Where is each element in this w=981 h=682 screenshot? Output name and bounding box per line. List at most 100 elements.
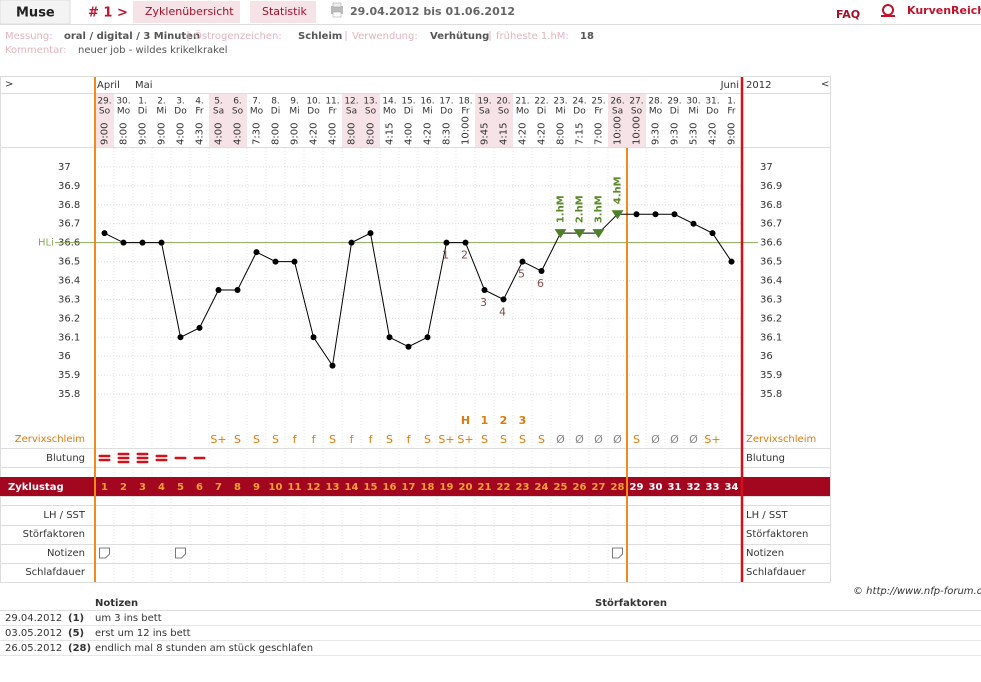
weekend-bg bbox=[494, 94, 513, 147]
note-icon bbox=[612, 547, 623, 559]
year: 2012 bbox=[746, 80, 771, 91]
cycle-day: 1 bbox=[101, 482, 108, 493]
note-icon bbox=[175, 547, 186, 559]
temperature-point bbox=[272, 258, 279, 265]
mucus: f bbox=[369, 433, 374, 446]
time: 9:00 bbox=[290, 123, 301, 145]
row-label-right: LH / SST bbox=[746, 510, 789, 521]
date: 12. bbox=[344, 97, 358, 107]
info-label: Messung: bbox=[5, 31, 53, 42]
y-tick-label: 36.3 bbox=[58, 294, 80, 305]
time: 8:00 bbox=[556, 123, 567, 145]
time: 9:00 bbox=[727, 123, 738, 145]
date: 7. bbox=[252, 97, 261, 107]
tab-bg bbox=[250, 1, 316, 23]
note-day: (5) bbox=[68, 628, 84, 639]
peak-label: 2 bbox=[500, 414, 508, 427]
time: 8:30 bbox=[442, 123, 453, 145]
weekday: Di bbox=[404, 107, 413, 117]
cycle-day: 18 bbox=[421, 482, 435, 493]
time: 9:30 bbox=[651, 123, 662, 145]
date: 14. bbox=[382, 97, 396, 107]
y-tick-label: 36.4 bbox=[58, 276, 80, 287]
tab-bg bbox=[133, 1, 240, 23]
y-tick-label-right: 36.5 bbox=[760, 257, 782, 268]
mucus: S bbox=[481, 433, 488, 446]
y-tick-label-right: 36.3 bbox=[760, 294, 782, 305]
cycle-day: 31 bbox=[668, 482, 682, 493]
tab[interactable]: Statistik bbox=[262, 5, 308, 18]
low-label: 2 bbox=[461, 249, 468, 262]
y-tick-label: 36.1 bbox=[58, 332, 80, 343]
date: 31. bbox=[705, 97, 719, 107]
mucus: S+ bbox=[210, 433, 226, 446]
temperature-point bbox=[652, 211, 659, 218]
cycle-day: 22 bbox=[497, 482, 511, 493]
note-date: 03.05.2012 bbox=[5, 628, 62, 639]
temperature-point bbox=[101, 230, 108, 237]
temperature-line bbox=[104, 213, 732, 368]
info: Messung: oral / digital / 3 MinutenÖstrog… bbox=[5, 29, 594, 42]
y-tick-label-right: 36.4 bbox=[760, 276, 782, 287]
mucus: Ø bbox=[575, 433, 584, 446]
date: 1. bbox=[138, 97, 147, 107]
date: 19. bbox=[477, 97, 491, 107]
nav[interactable]: > bbox=[5, 79, 13, 90]
temperature-point bbox=[329, 362, 336, 369]
date: 15. bbox=[401, 97, 415, 107]
temperature-point bbox=[671, 211, 678, 218]
notes-table: Notizen Störfaktoren 29.04.2012 (1) um 3 ins… bbox=[0, 598, 981, 656]
row-label: Schlafdauer bbox=[25, 567, 86, 578]
weekday: Do bbox=[573, 107, 586, 117]
weekend-bg bbox=[608, 94, 627, 147]
mucus: Ø bbox=[651, 433, 660, 446]
y-tick-label-right: 36.9 bbox=[760, 181, 782, 192]
date: 11. bbox=[325, 97, 339, 107]
temperature-point bbox=[291, 258, 298, 265]
time: 4:15 bbox=[385, 123, 396, 145]
temperature-point bbox=[234, 286, 241, 293]
printer-icon[interactable] bbox=[331, 2, 343, 18]
time: 4:20 bbox=[309, 123, 320, 145]
y-tick-label: 36.5 bbox=[58, 257, 80, 268]
time: 4:00 bbox=[176, 123, 187, 145]
user-box bbox=[0, 0, 71, 25]
time: 8:00 bbox=[347, 123, 358, 145]
y-tick-label-right: 36.6 bbox=[760, 238, 782, 249]
row-label: Blutung bbox=[46, 453, 85, 464]
note-icon bbox=[99, 547, 110, 559]
weekday: So bbox=[631, 107, 643, 117]
brand[interactable]: KurvenReich bbox=[907, 4, 981, 17]
cycle-day: 6 bbox=[196, 482, 203, 493]
time: 8:00 bbox=[271, 123, 282, 145]
date: 25. bbox=[591, 97, 605, 107]
temperature-point bbox=[481, 286, 488, 293]
cycle-nav[interactable]: # 1 > bbox=[88, 6, 128, 21]
date: 6. bbox=[233, 97, 242, 107]
high-marker bbox=[592, 229, 605, 239]
cycle-day: 21 bbox=[478, 482, 492, 493]
high-marker bbox=[611, 210, 624, 220]
weekday: Mi bbox=[555, 107, 565, 117]
y-tick-label-right: 35.9 bbox=[760, 370, 782, 381]
date: 29. bbox=[667, 97, 681, 107]
date-range: 29.04.2012 bis 01.06.2012 bbox=[350, 5, 515, 18]
weekday: Do bbox=[174, 107, 187, 117]
tab[interactable]: Zyklenübersicht bbox=[145, 5, 234, 18]
notes-header: Notizen bbox=[95, 598, 138, 609]
temperature-point bbox=[310, 334, 317, 341]
weekday: Di bbox=[670, 107, 679, 117]
temperature-point bbox=[120, 239, 127, 246]
y-tick-label: 36 bbox=[58, 351, 71, 362]
high-label: 1.hM bbox=[556, 195, 567, 223]
cycle-day: 5 bbox=[177, 482, 184, 493]
note-date: 29.04.2012 bbox=[5, 613, 62, 624]
faq[interactable]: FAQ bbox=[836, 8, 860, 21]
cycle-day: 9 bbox=[253, 482, 260, 493]
bleeding-dash bbox=[117, 452, 130, 456]
nav[interactable]: < bbox=[821, 79, 829, 90]
cycle-day: 2 bbox=[120, 482, 127, 493]
high-marker bbox=[554, 229, 567, 239]
info-value: Verhütung bbox=[430, 31, 489, 42]
